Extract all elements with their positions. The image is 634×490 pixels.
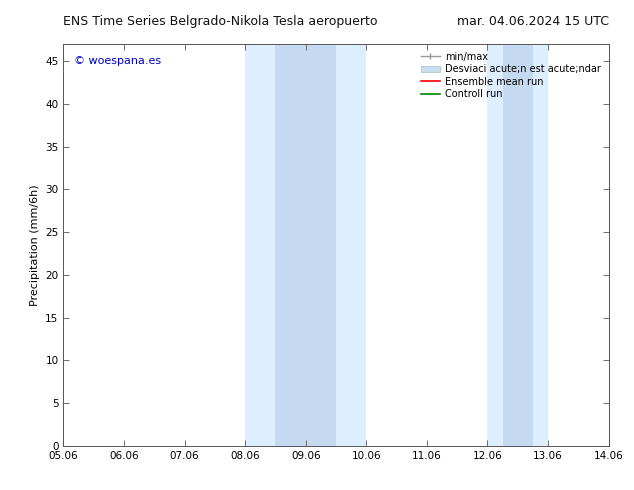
Bar	[245, 44, 366, 446]
Y-axis label: Precipitation (mm/6h): Precipitation (mm/6h)	[30, 184, 40, 306]
Text: ENS Time Series Belgrado-Nikola Tesla aeropuerto: ENS Time Series Belgrado-Nikola Tesla ae…	[63, 15, 378, 28]
Text: mar. 04.06.2024 15 UTC: mar. 04.06.2024 15 UTC	[456, 15, 609, 28]
Bar	[503, 44, 533, 446]
Bar	[488, 44, 548, 446]
Bar	[275, 44, 336, 446]
Legend: min/max, Desviaci acute;n est acute;ndar, Ensemble mean run, Controll run: min/max, Desviaci acute;n est acute;ndar…	[418, 49, 604, 102]
Text: © woespana.es: © woespana.es	[74, 56, 162, 66]
